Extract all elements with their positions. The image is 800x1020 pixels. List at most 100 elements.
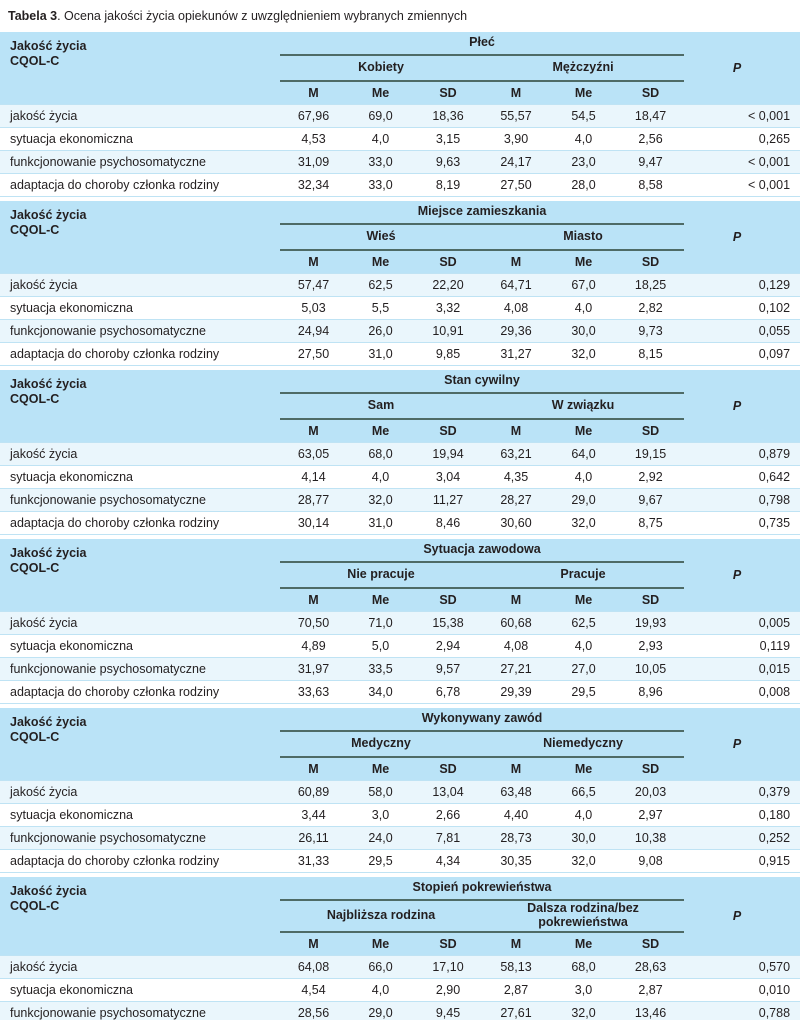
section-group-title: Miejsce zamieszkania <box>280 200 685 225</box>
stat-header-me: Me <box>550 587 617 612</box>
section-group-title: Wykonywany zawód <box>280 707 685 732</box>
section-gap-cell <box>0 703 800 708</box>
table-row: jakość życia 67,96 69,0 18,36 55,57 54,5 18,47… <box>0 104 800 129</box>
table-cell-pvalue: 0,129 <box>684 273 800 298</box>
row-measure-label: sytuacja ekonomiczna <box>0 296 280 321</box>
table-cell-value: 64,08 <box>280 955 347 980</box>
table-cell-value: 32,34 <box>280 173 347 198</box>
row-measure-label: jakość życia <box>0 104 280 129</box>
table-cell-value: 2,90 <box>414 978 482 1003</box>
table-cell-value: 2,93 <box>617 634 685 659</box>
table-row: sytuacja ekonomiczna 4,53 4,0 3,15 3,90 4,0 2,… <box>0 127 800 152</box>
table-cell-value: 66,5 <box>550 780 617 805</box>
table-cell-value: 62,5 <box>347 273 414 298</box>
table-cell-pvalue: 0,015 <box>684 657 800 682</box>
stat-header-m: M <box>482 249 550 274</box>
table-cell-pvalue: 0,008 <box>684 680 800 705</box>
stat-header-m: M <box>280 249 347 274</box>
table-cell-value: 3,0 <box>550 978 617 1003</box>
row-measure-label: adaptacja do choroby członka rodziny <box>0 511 280 536</box>
table-cell-value: 4,0 <box>347 978 414 1003</box>
table-cell-value: 6,78 <box>414 680 482 705</box>
table-cell-value: 30,0 <box>550 826 617 851</box>
table-cell-value: 4,08 <box>482 296 550 321</box>
section-group-title: Płeć <box>280 31 685 56</box>
table-row: funkcjonowanie psychosomatyczne 28,56 29,0… <box>0 1001 800 1020</box>
stat-header-m: M <box>482 931 550 956</box>
table-row: adaptacja do choroby członka rodziny 27,5… <box>0 342 800 367</box>
table-cell-value: 15,38 <box>414 611 482 636</box>
table-cell-value: 2,56 <box>617 127 685 152</box>
subgroup-label: Nie pracuje <box>280 561 482 589</box>
table-cell-value: 69,0 <box>347 104 414 129</box>
table-cell-value: 20,03 <box>617 780 685 805</box>
table-cell-value: 32,0 <box>550 849 617 874</box>
table-cell-value: 28,27 <box>482 488 550 513</box>
table-cell-value: 63,21 <box>482 442 550 467</box>
table-row: sytuacja ekonomiczna 4,54 4,0 2,90 2,87 3,0 2,… <box>0 978 800 1003</box>
table-cell-value: 4,54 <box>280 978 347 1003</box>
stat-header-sd: SD <box>617 249 685 274</box>
table-cell-value: 71,0 <box>347 611 414 636</box>
table-cell-value: 4,53 <box>280 127 347 152</box>
table-cell-value: 24,17 <box>482 150 550 175</box>
table-cell-pvalue: < 0,001 <box>684 104 800 129</box>
p-column-header: P <box>684 538 800 612</box>
table-cell-value: 63,48 <box>482 780 550 805</box>
subgroup-label: Sam <box>280 392 482 420</box>
table-cell-pvalue: 0,180 <box>684 803 800 828</box>
section-gap <box>0 534 800 539</box>
table-cell-value: 13,04 <box>414 780 482 805</box>
table-cell-value: 27,21 <box>482 657 550 682</box>
quality-of-life-table: Jakość życia CQOL-C Płeć P Kobiety Mężczyźni… <box>0 31 800 1020</box>
stat-header-sd: SD <box>414 418 482 443</box>
table-cell-value: 2,82 <box>617 296 685 321</box>
table-cell-pvalue: 0,915 <box>684 849 800 874</box>
table-row: funkcjonowanie psychosomatyczne 28,77 32,0… <box>0 488 800 513</box>
table-cell-value: 32,0 <box>550 1001 617 1020</box>
table-cell-value: 32,0 <box>347 488 414 513</box>
table-cell-value: 8,75 <box>617 511 685 536</box>
section-group-title: Sytuacja zawodowa <box>280 538 685 563</box>
table-cell-pvalue: 0,097 <box>684 342 800 367</box>
table-cell-value: 13,46 <box>617 1001 685 1020</box>
table-cell-pvalue: 0,879 <box>684 442 800 467</box>
stat-header-me: Me <box>347 756 414 781</box>
table-cell-value: 8,19 <box>414 173 482 198</box>
section-gap-cell <box>0 365 800 370</box>
table-cell-value: 4,14 <box>280 465 347 490</box>
table-cell-value: 17,10 <box>414 955 482 980</box>
row-measure-label: sytuacja ekonomiczna <box>0 978 280 1003</box>
stat-header-m: M <box>280 587 347 612</box>
table-cell-value: 5,0 <box>347 634 414 659</box>
section-gap-cell <box>0 872 800 877</box>
subgroup-label: Pracuje <box>482 561 685 589</box>
section-header-subgroups: Sam W związku <box>0 392 800 420</box>
stat-header-m: M <box>482 418 550 443</box>
section-header-main: Jakość życia CQOL-C Stopień pokrewieństwa… <box>0 876 800 956</box>
p-column-header: P <box>684 200 800 274</box>
row-measure-label: jakość życia <box>0 611 280 636</box>
table-cell-value: 2,87 <box>482 978 550 1003</box>
table-cell-value: 62,5 <box>550 611 617 636</box>
table-cell-value: 68,0 <box>550 955 617 980</box>
section-header-subgroups: Kobiety Mężczyźni <box>0 54 800 82</box>
section-header-stats: M Me SD M Me SD <box>0 249 800 274</box>
stat-header-sd: SD <box>617 418 685 443</box>
stat-header-me: Me <box>550 931 617 956</box>
table-row: jakość życia 64,08 66,0 17,10 58,13 68,0 28,63… <box>0 955 800 980</box>
table-cell-value: 67,0 <box>550 273 617 298</box>
table-cell-value: 5,03 <box>280 296 347 321</box>
table-cell-value: 57,47 <box>280 273 347 298</box>
row-measure-label: jakość życia <box>0 780 280 805</box>
row-measure-label: jakość życia <box>0 273 280 298</box>
table-cell-value: 8,15 <box>617 342 685 367</box>
table-cell-value: 33,5 <box>347 657 414 682</box>
table-cell-value: 3,15 <box>414 127 482 152</box>
table-cell-value: 54,5 <box>550 104 617 129</box>
section-header-subgroups: Wieś Miasto <box>0 223 800 251</box>
table-cell-value: 60,89 <box>280 780 347 805</box>
row-header-label: Jakość życia CQOL-C <box>0 876 280 956</box>
table-cell-value: 33,0 <box>347 173 414 198</box>
stat-header-sd: SD <box>414 587 482 612</box>
